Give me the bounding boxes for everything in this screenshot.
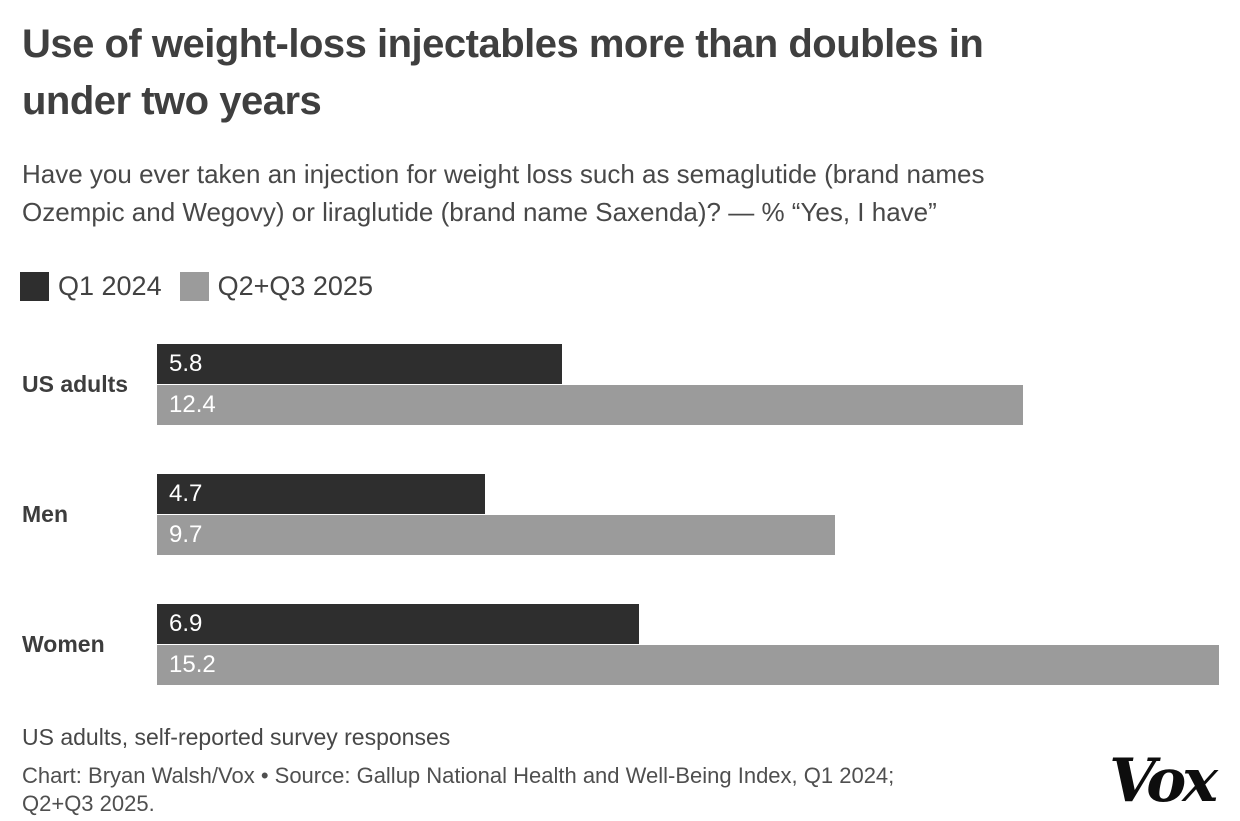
chart-subtitle: Have you ever taken an injection for wei… xyxy=(22,155,1200,231)
legend-item-q1-2024: Q1 2024 xyxy=(20,271,162,302)
credit-line-2: Q2+Q3 2025. xyxy=(22,791,155,816)
bar-chart: US adults 5.8 12.4 Men 4.7 9.7 Women 6.9 15.2 xyxy=(0,344,1240,734)
vox-logo: Vox xyxy=(1109,746,1218,816)
bar-value-label: 5.8 xyxy=(169,350,203,377)
chart-subtitle-line-1: Have you ever taken an injection for wei… xyxy=(22,159,985,189)
bar-group-women: 6.9 15.2 xyxy=(157,604,1240,685)
bar-group-men: 4.7 9.7 xyxy=(157,474,1240,555)
bar-q2-q3-2025-men: 9.7 xyxy=(157,515,835,555)
legend-item-q2-q3-2025: Q2+Q3 2025 xyxy=(179,271,373,302)
credit-line: Chart: Bryan Walsh/Vox • Source: Gallup … xyxy=(22,762,1080,818)
category-label-women: Women xyxy=(22,631,105,657)
credit-line-1: Chart: Bryan Walsh/Vox • Source: Gallup … xyxy=(22,763,895,788)
legend-swatch-q1-2024 xyxy=(20,272,49,301)
chart-title-line-2: under two years xyxy=(22,79,322,123)
category-label-us-adults: US adults xyxy=(22,371,129,397)
chart-subtitle-line-2: Ozempic and Wegovy) or liraglutide (bran… xyxy=(22,197,937,227)
category-label-men: Men xyxy=(22,501,68,527)
bar-value-label: 15.2 xyxy=(169,651,216,678)
bar-value-label: 4.7 xyxy=(169,480,203,507)
legend: Q1 2024 Q2+Q3 2025 xyxy=(20,271,373,302)
bar-q2-q3-2025-women: 15.2 xyxy=(157,645,1220,685)
chart-row-women: Women 6.9 15.2 xyxy=(0,604,1240,685)
bar-q1-2024-men: 4.7 xyxy=(157,474,486,514)
legend-swatch-q2-q3-2025 xyxy=(179,272,209,301)
bar-value-label: 9.7 xyxy=(169,521,203,548)
chart-title: Use of weight-loss injectables more than… xyxy=(22,16,1210,130)
bar-q1-2024-women: 6.9 xyxy=(157,604,640,644)
bar-value-label: 12.4 xyxy=(169,391,216,418)
legend-label-q1-2024: Q1 2024 xyxy=(58,271,162,301)
bar-value-label: 6.9 xyxy=(169,610,203,637)
chart-title-line-1: Use of weight-loss injectables more than… xyxy=(22,22,984,66)
chart-row-us-adults: US adults 5.8 12.4 xyxy=(0,344,1240,425)
bar-q2-q3-2025-us-adults: 12.4 xyxy=(157,385,1024,425)
legend-label-q2-q3-2025: Q2+Q3 2025 xyxy=(217,271,373,301)
chart-row-men: Men 4.7 9.7 xyxy=(0,474,1240,555)
bar-q1-2024-us-adults: 5.8 xyxy=(157,344,563,384)
bar-group-us-adults: 5.8 12.4 xyxy=(157,344,1240,425)
footnote: US adults, self-reported survey response… xyxy=(22,724,451,750)
